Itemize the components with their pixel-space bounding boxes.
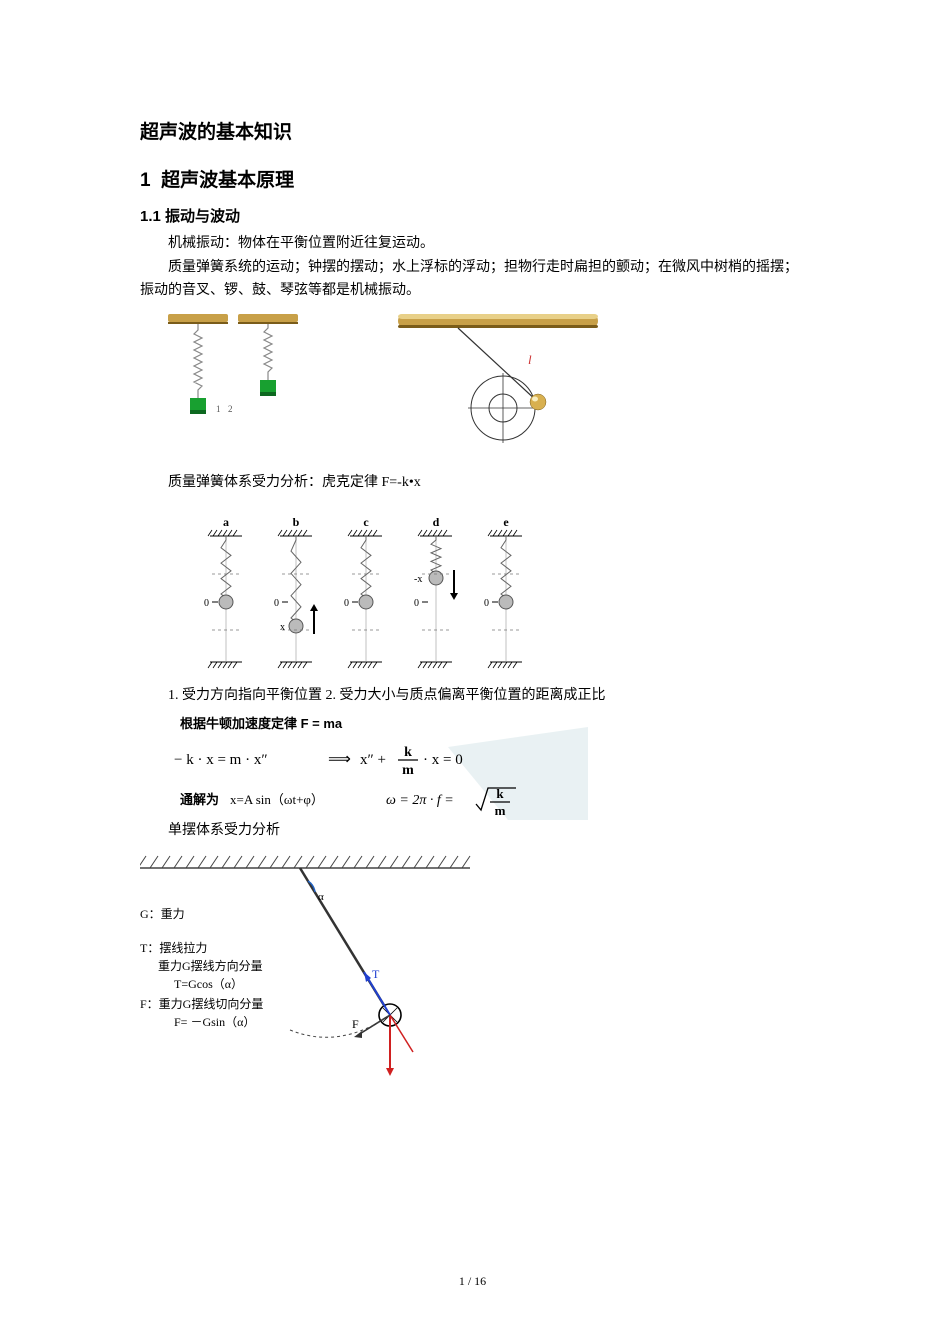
svg-text:0: 0 [484,598,489,609]
svg-text:x=A sin（ωt+φ）: x=A sin（ωt+φ） [230,792,324,807]
section-number: 1 [140,170,151,191]
paragraph: 机械振动：物体在平衡位置附近往复运动。 [140,233,805,255]
svg-text:m: m [495,803,506,818]
svg-text:⟹: ⟹ [328,751,351,768]
subsection-title-text: 振动与波动 [165,208,240,225]
subsection-heading: 1.1 振动与波动 [140,205,805,229]
svg-text:k: k [496,786,504,801]
svg-text:T: T [372,967,380,981]
spring-states-svg: a 0 b 0 x c 0 d 0 -x e 0 [200,512,560,677]
figure-pendulum-forces: α T G G F G：重力 T：摆线拉力 重力G摆线方向分量 T=Gcos（α… [140,850,805,1080]
section-heading: 1 超声波基本原理 [140,166,805,196]
label-G: G：重力 [140,907,185,921]
document-title: 超声波的基本知识 [140,118,805,148]
svg-text:d: d [433,515,440,529]
section-title-text: 超声波基本原理 [161,170,294,191]
svg-text:x: x [280,622,285,633]
figure-caption: 质量弹簧体系受力分析：虎克定律 F=-k•x [140,472,805,494]
label-T: T：摆线拉力 [140,940,207,955]
svg-text:· x = 0: · x = 0 [423,752,463,768]
svg-text:b: b [293,515,300,529]
svg-text:k: k [404,745,412,760]
figure-caption: 1. 受力方向指向平衡位置 2. 受力大小与质点偏离平衡位置的距离成正比 [140,685,805,707]
svg-text:a: a [223,515,229,529]
label-T-sub: 重力G摆线方向分量 [158,958,263,973]
mass-spring-pendulum-svg: 1 2 l [168,310,608,460]
figure-spring-states: a 0 b 0 x c 0 d 0 -x e 0 [200,512,805,677]
page-sep: / [465,1274,474,1288]
svg-text:2: 2 [228,404,233,414]
svg-text:-x: -x [414,574,422,585]
label-T-eq: T=Gcos（α） [174,977,243,991]
figure-caption: 单摆体系受力分析 [140,820,805,842]
svg-text:c: c [363,515,369,529]
svg-text:ω = 2π · f =: ω = 2π · f = [386,793,454,808]
svg-text:0: 0 [344,598,349,609]
svg-text:0: 0 [204,598,209,609]
subsection-number: 1.1 [140,208,161,225]
label-F: F：重力G摆线切向分量 [140,996,263,1011]
page-total: 16 [474,1274,486,1288]
svg-text:m: m [402,763,414,778]
svg-text:α: α [318,891,324,903]
equation-block: 根据牛顿加速度定律 F = ma − k · x = m · x″ ⟹ x″ +… [168,712,805,820]
page-footer: 1 / 16 [0,1272,945,1291]
label-F-eq: F= －Gsin（α） [174,1015,255,1029]
pendulum-forces-svg: α T G G F G：重力 T：摆线拉力 重力G摆线方向分量 T=Gcos（α… [140,850,520,1080]
figure-mass-spring-pendulum: 1 2 l [168,310,805,460]
svg-text:1: 1 [216,404,221,414]
svg-text:通解为: 通解为 [180,792,219,807]
svg-text:G: G [386,1077,395,1080]
paragraph: 质量弹簧系统的运动；钟摆的摆动；水上浮标的浮动；担物行走时扁担的颤动；在微风中树… [140,257,805,302]
svg-text:e: e [503,515,509,529]
svg-text:0: 0 [414,598,419,609]
svg-text:x″ +: x″ + [360,752,386,768]
svg-text:− k · x = m · x″: − k · x = m · x″ [174,752,268,768]
pendulum-length-label: l [528,352,532,367]
svg-text:0: 0 [274,598,279,609]
svg-text:F: F [352,1017,359,1031]
newton-law-label: 根据牛顿加速度定律 F = ma [180,716,343,731]
equations-svg: 根据牛顿加速度定律 F = ma − k · x = m · x″ ⟹ x″ +… [168,712,588,820]
